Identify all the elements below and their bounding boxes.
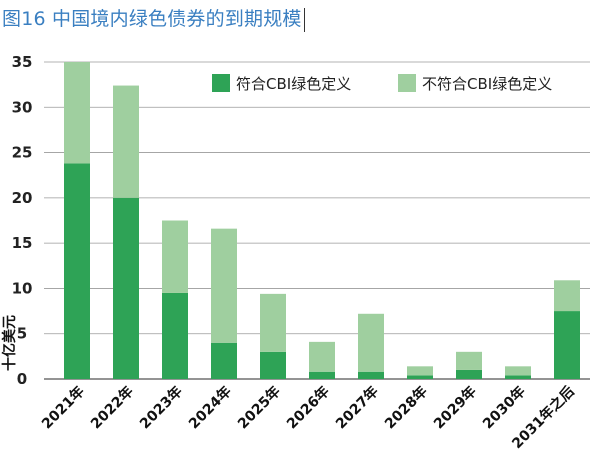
bar-segment: [211, 342, 237, 379]
bar-segment: [554, 311, 580, 379]
bar-segment: [309, 341, 335, 372]
x-tick-label: 2025年: [234, 383, 283, 432]
bar-segment: [505, 375, 531, 379]
bar-segment: [358, 371, 384, 379]
x-tick-label: 2026年: [283, 383, 332, 432]
x-tick-label: 2021年: [38, 383, 87, 432]
bar-segment: [260, 351, 286, 379]
y-tick-label: 0: [17, 370, 27, 388]
y-axis-ticks: 0 5 10 15 20 25 30 35: [12, 53, 33, 388]
bar-segment: [309, 371, 335, 379]
bars: [64, 62, 580, 379]
bar-segment: [211, 228, 237, 343]
legend-swatch: [398, 74, 416, 92]
bar-segment: [162, 220, 188, 293]
x-tick-label: 2024年: [185, 383, 234, 432]
x-axis-ticks: 2021年 2022年 2023年 2024年 2025年 2026年 2027年 2028年…: [38, 383, 577, 452]
x-tick-label: 2022年: [87, 383, 136, 432]
bar-segment: [260, 293, 286, 352]
y-tick-label: 5: [17, 325, 27, 343]
bar-segment: [456, 369, 482, 379]
bar-segment: [456, 351, 482, 370]
legend-label: 不符合CBI绿色定义: [422, 75, 552, 93]
bar-segment: [64, 163, 90, 379]
x-tick-label: 2023年: [136, 383, 185, 432]
x-tick-label: 2028年: [381, 383, 430, 432]
bar-segment: [505, 366, 531, 376]
chart-title: 图16 中国境内绿色债券的到期规模: [2, 4, 305, 32]
text-cursor: [303, 7, 305, 32]
bar-segment: [554, 280, 580, 312]
y-tick-label: 35: [12, 53, 33, 71]
y-tick-label: 25: [12, 144, 33, 162]
bar-segment: [113, 197, 139, 379]
bar-segment: [162, 292, 188, 379]
bar-segment: [113, 85, 139, 198]
y-tick-label: 20: [12, 189, 33, 207]
y-tick-label: 10: [12, 279, 33, 297]
y-tick-label: 15: [12, 234, 33, 252]
x-tick-label: 2029年: [430, 383, 479, 432]
bar-segment: [64, 62, 90, 164]
legend-label: 符合CBI绿色定义: [236, 75, 351, 93]
bar-segment: [407, 375, 433, 379]
x-tick-label: 2030年: [479, 383, 528, 432]
legend: 符合CBI绿色定义 不符合CBI绿色定义: [212, 74, 552, 93]
y-tick-label: 30: [12, 98, 33, 116]
bar-segment: [358, 313, 384, 372]
x-tick-label: 2027年: [332, 383, 381, 432]
legend-swatch: [212, 74, 230, 92]
bar-segment: [407, 366, 433, 376]
y-axis-label: 十亿美元: [1, 315, 18, 371]
